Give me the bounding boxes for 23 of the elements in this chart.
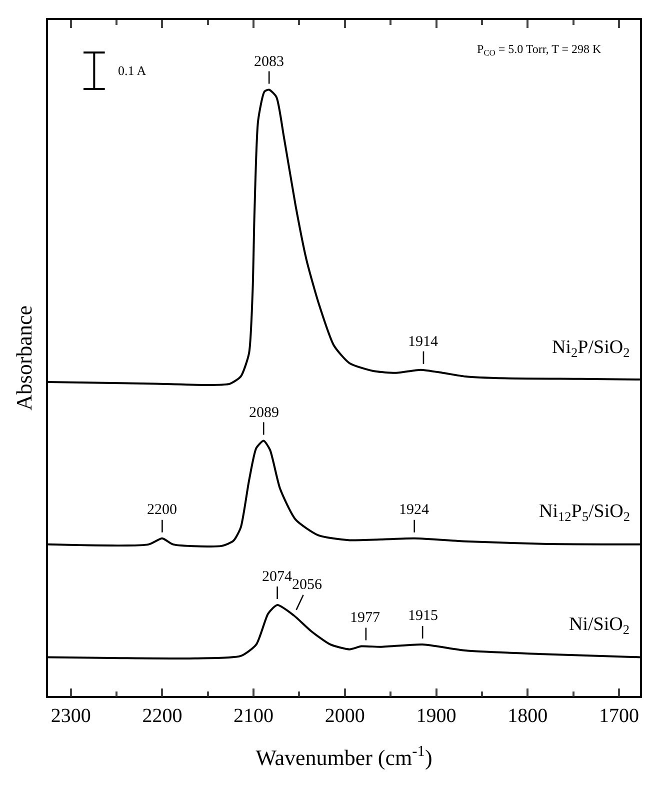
text: 0.1 A bbox=[118, 63, 147, 78]
annotation: 1977 bbox=[350, 610, 380, 626]
series-label: Ni$_{12}$P$_{5}$/SiO$_{2}$ bbox=[539, 501, 630, 524]
text: P$_{CO}$ = 5.0 Torr, T = 298 K bbox=[477, 42, 602, 58]
annotation: 1914 bbox=[408, 334, 438, 350]
x-axis-title: Wavenumber (cm$^{-1}$) bbox=[256, 742, 432, 770]
annotation: 1924 bbox=[399, 502, 430, 518]
annotation: 2056 bbox=[292, 577, 322, 593]
x-tick-label: 2000 bbox=[324, 704, 365, 727]
y-axis-title: Absorbance bbox=[12, 305, 37, 411]
x-tick-label: 1700 bbox=[598, 704, 639, 727]
annotation: 2089 bbox=[249, 405, 279, 421]
series-label: Ni/SiO$_{2}$ bbox=[569, 614, 630, 637]
x-tick-label: 1900 bbox=[416, 704, 456, 727]
x-tick-label: 2200 bbox=[142, 704, 182, 727]
series-label: Ni$_{2}$P/SiO$_{2}$ bbox=[552, 337, 630, 360]
annotation: 2083 bbox=[254, 54, 284, 70]
annotation: 2200 bbox=[147, 502, 177, 518]
x-tick-label: 1800 bbox=[508, 704, 548, 727]
annotation: 1915 bbox=[408, 608, 438, 624]
x-tick-label: 2300 bbox=[50, 704, 91, 727]
x-tick-label: 2100 bbox=[234, 704, 274, 727]
annotation: 2074 bbox=[262, 569, 292, 585]
